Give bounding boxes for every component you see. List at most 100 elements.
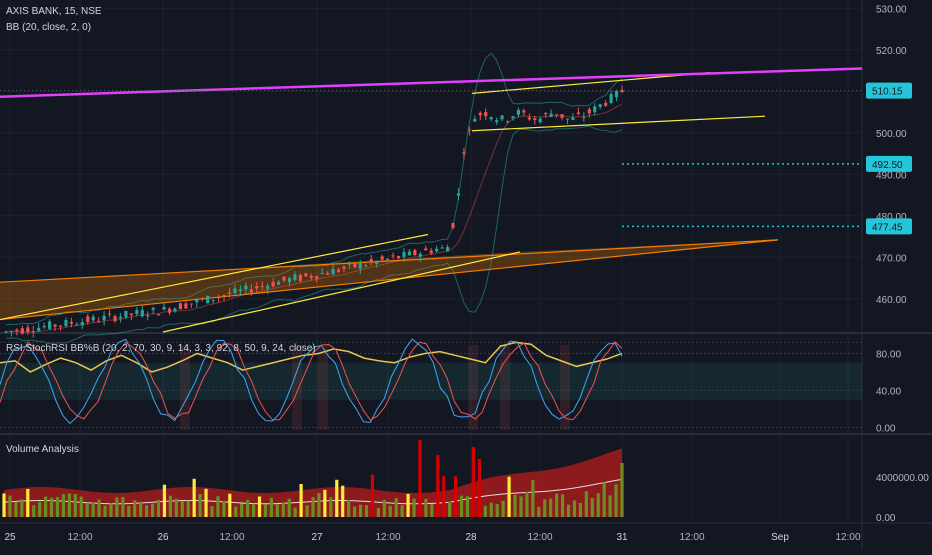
candle-body: [554, 114, 559, 116]
volume-tick-label: 0.00: [876, 513, 896, 524]
volume-bar: [608, 495, 612, 517]
price-tag-label: 492.50: [872, 160, 903, 171]
volume-bar: [26, 488, 30, 517]
volume-bar: [578, 502, 583, 517]
volume-bar: [109, 503, 113, 517]
volume-bar: [454, 476, 458, 517]
candle-body: [565, 118, 570, 120]
volume-bar: [341, 485, 345, 517]
volume-bar: [620, 463, 624, 517]
volume-bar: [513, 494, 517, 517]
volume-bar: [311, 497, 315, 517]
volume-bar: [430, 504, 434, 517]
time-tick-label: 12:00: [835, 532, 860, 543]
candle-body: [102, 315, 106, 321]
candle-body: [538, 118, 542, 123]
volume-legend: Volume Analysis: [6, 444, 79, 455]
candle-body: [445, 247, 450, 252]
osc-highlight: [500, 345, 510, 430]
yellow-channel-upper: [471, 72, 711, 94]
candle-body: [309, 275, 313, 279]
volume-bar: [73, 494, 77, 517]
candle-body: [146, 315, 150, 317]
candle-body: [69, 321, 74, 324]
volume-bar: [418, 440, 422, 517]
candle-body: [331, 268, 335, 275]
osc-highlight: [318, 345, 328, 430]
candle-body: [527, 117, 531, 120]
candle-body: [342, 266, 346, 269]
candle-body: [26, 327, 30, 333]
price-tag-label: 510.15: [872, 87, 903, 98]
candle-body: [380, 256, 384, 260]
volume-bar: [555, 493, 559, 517]
candle-body: [124, 310, 128, 318]
volume-bar: [543, 499, 547, 517]
candle-body: [233, 288, 237, 294]
price-tick-label: 470.00: [876, 253, 907, 264]
volume-bar: [156, 499, 161, 517]
candle-body: [304, 273, 308, 277]
orange-wedge-lower: [0, 239, 779, 321]
volume-bar: [329, 497, 333, 517]
volume-bar: [388, 505, 392, 517]
candle-body: [598, 104, 602, 107]
volume-bar: [549, 498, 553, 517]
candle-body: [375, 261, 379, 264]
candle-body: [86, 316, 90, 323]
price-tag-box: [866, 155, 912, 172]
volume-bar: [566, 504, 571, 517]
volume-bar: [139, 501, 143, 517]
candle-body: [140, 310, 144, 317]
candle-body: [293, 274, 297, 280]
bb-basis: [5, 103, 623, 333]
price-tick-label: 480.00: [876, 212, 907, 223]
yellow-trend-upper: [0, 233, 429, 321]
candle-body: [593, 106, 597, 113]
candle-body: [484, 112, 488, 117]
volume-bar: [168, 495, 172, 517]
time-tick-label: 12:00: [527, 532, 552, 543]
candle-body: [336, 269, 341, 272]
candle-body: [184, 303, 188, 309]
volume-bar: [162, 484, 167, 517]
candle-body: [609, 94, 613, 103]
volume-bar: [49, 497, 54, 517]
candle-body: [571, 117, 575, 120]
volume-bar: [287, 498, 291, 517]
candle-body: [369, 259, 373, 262]
candle-body: [429, 250, 433, 254]
candle-body: [489, 117, 493, 120]
bb-lower-band: [5, 125, 623, 345]
volume-bar: [222, 500, 226, 517]
candle-body: [391, 255, 395, 257]
volume-bar: [507, 476, 511, 517]
volume-bar: [317, 493, 321, 517]
volume-bar: [85, 502, 89, 517]
volume-bar: [614, 484, 618, 517]
candle-body: [385, 258, 390, 260]
candle-body: [244, 285, 248, 290]
volume-bar: [424, 498, 428, 517]
candle-body: [347, 263, 352, 265]
volume-bar: [216, 496, 220, 517]
volume-bar: [275, 504, 279, 517]
volume-bar: [459, 495, 464, 517]
volume-bar: [2, 493, 6, 517]
candle-body: [195, 299, 199, 303]
volume-bar: [174, 498, 178, 517]
candle-body: [418, 253, 422, 257]
candle-body: [456, 193, 461, 196]
candle-body: [167, 308, 172, 313]
volume-bar: [240, 503, 244, 517]
volume-bar: [525, 491, 529, 517]
price-tick-label: 530.00: [876, 4, 907, 15]
volume-bar: [465, 496, 470, 517]
candle-body: [200, 298, 204, 300]
candle-body: [396, 256, 401, 259]
candle-body: [533, 118, 537, 121]
volume-bar: [531, 480, 535, 517]
price-tick-label: 490.00: [876, 170, 907, 181]
